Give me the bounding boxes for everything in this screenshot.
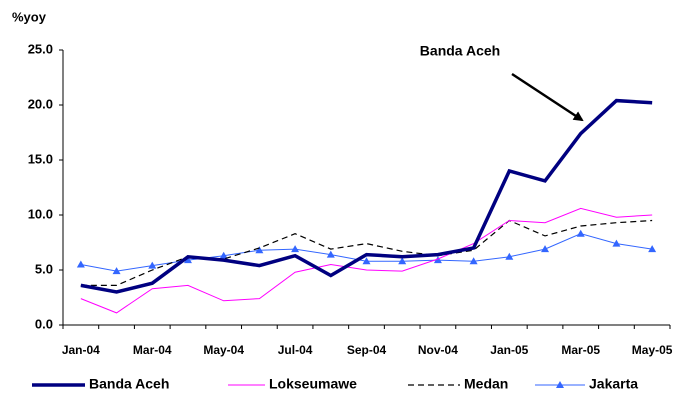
y-tick-label: 20.0 bbox=[28, 96, 53, 111]
series-marker bbox=[76, 260, 85, 268]
series-line bbox=[80, 233, 653, 272]
y-tick-label: 10.0 bbox=[28, 206, 53, 221]
series-marker bbox=[362, 257, 371, 265]
x-tick-label: Nov-04 bbox=[418, 343, 458, 357]
x-tick-label: Jul-04 bbox=[278, 343, 313, 357]
series-marker bbox=[648, 245, 657, 253]
annotation: Banda Aceh bbox=[420, 43, 500, 59]
series-marker bbox=[469, 257, 478, 265]
x-tick-label: Jan-04 bbox=[62, 343, 100, 357]
series-marker bbox=[541, 245, 550, 253]
x-tick-label: May-05 bbox=[632, 343, 673, 357]
series-marker bbox=[576, 229, 585, 237]
series-marker bbox=[433, 256, 442, 264]
series-line bbox=[80, 207, 653, 314]
series-marker bbox=[183, 256, 192, 264]
y-tick-label: 5.0 bbox=[35, 261, 53, 276]
series-line bbox=[80, 98, 653, 294]
series-marker bbox=[326, 250, 335, 258]
y-tick-label: 15.0 bbox=[28, 151, 53, 166]
series-marker bbox=[148, 261, 157, 269]
series-line bbox=[80, 219, 653, 286]
x-tick-label: Jan-05 bbox=[490, 343, 528, 357]
legend-label: Medan bbox=[464, 376, 508, 392]
series-marker bbox=[612, 239, 621, 247]
series-marker bbox=[112, 267, 121, 275]
legend-marker bbox=[556, 381, 564, 388]
y-tick-label: 25.0 bbox=[28, 41, 53, 56]
series-marker bbox=[398, 257, 407, 265]
y-tick-label: 0.0 bbox=[35, 316, 53, 331]
x-tick-label: May-04 bbox=[203, 343, 244, 357]
legend-label: Lokseumawe bbox=[269, 376, 357, 392]
series-marker bbox=[219, 251, 228, 259]
y-axis-label: %yoy bbox=[12, 9, 47, 24]
x-tick-label: Mar-05 bbox=[561, 343, 600, 357]
series-marker bbox=[255, 246, 264, 254]
series-marker bbox=[505, 252, 514, 260]
x-tick-label: Sep-04 bbox=[347, 343, 387, 357]
annotation-arrow bbox=[511, 72, 584, 122]
series-marker bbox=[291, 245, 300, 253]
legend-label: Jakarta bbox=[589, 376, 638, 392]
x-tick-label: Mar-04 bbox=[133, 343, 172, 357]
legend-label: Banda Aceh bbox=[89, 376, 169, 392]
